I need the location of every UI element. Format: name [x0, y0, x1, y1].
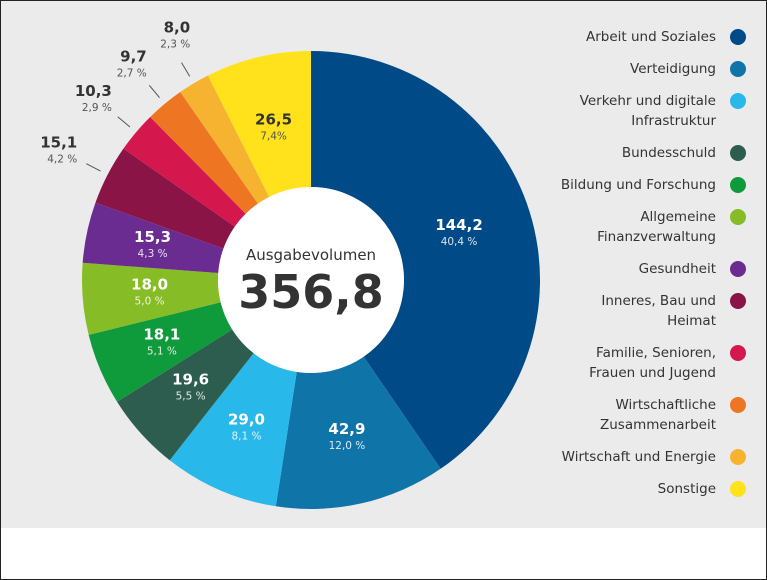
- percent-label: 7,4%: [260, 130, 287, 142]
- percent-label: 2,3 %: [160, 38, 190, 50]
- value-label: 15,3: [134, 228, 171, 246]
- percent-label: 40,4 %: [441, 236, 478, 248]
- value-label: 15,1: [40, 134, 77, 152]
- percent-label: 4,3 %: [138, 248, 168, 260]
- legend-item: Verteidigung: [561, 59, 746, 79]
- legend-item: Arbeit und Soziales: [561, 27, 746, 47]
- legend-item: Inneres, Bau und Heimat: [561, 291, 746, 331]
- legend-swatch: [730, 29, 746, 45]
- legend-item: Allgemeine Finanzverwaltung: [561, 207, 746, 247]
- legend-item: Bildung und Forschung: [561, 175, 746, 195]
- percent-label: 5,5 %: [176, 390, 206, 402]
- slice: [95, 148, 235, 249]
- leader-line: [86, 163, 101, 172]
- legend-label: Wirtschaft und Energie: [561, 449, 716, 465]
- slice: [275, 356, 441, 509]
- value-label: 9,7: [120, 47, 147, 65]
- legend-item: Gesundheit: [561, 259, 746, 279]
- leader-line: [181, 62, 191, 77]
- slice: [123, 116, 246, 227]
- value-label: 144,2: [435, 216, 482, 234]
- value-label: 8,0: [164, 18, 191, 36]
- legend-swatch: [730, 93, 746, 109]
- percent-label: 2,9 %: [82, 102, 112, 114]
- legend-item: Familie, Senioren, Frauen und Jugend: [561, 343, 746, 383]
- legend-label: Wirtschaftliche Zusammenarbeit: [599, 397, 716, 433]
- legend-label: Familie, Senioren, Frauen und Jugend: [589, 345, 716, 381]
- legend: Arbeit und Soziales Verteidigung Verkehr u…: [561, 27, 746, 499]
- legend-label: Arbeit und Soziales: [586, 29, 716, 45]
- legend-swatch: [730, 481, 746, 497]
- percent-label: 4,2 %: [47, 154, 77, 166]
- percent-label: 8,1 %: [231, 431, 261, 443]
- percent-label: 5,1 %: [147, 345, 177, 357]
- legend-swatch: [730, 397, 746, 413]
- value-label: 18,0: [131, 275, 168, 293]
- leader-line: [117, 116, 131, 128]
- value-label: 29,0: [228, 411, 265, 429]
- legend-swatch: [730, 209, 746, 225]
- slice: [117, 329, 254, 461]
- legend-item: Bundesschuld: [561, 143, 746, 163]
- slice: [169, 353, 297, 507]
- total-label: 356,8: [238, 265, 384, 319]
- legend-swatch: [730, 61, 746, 77]
- legend-item: Sonstige: [561, 479, 746, 499]
- legend-label: Bundesschuld: [621, 145, 716, 161]
- slice: [180, 75, 270, 204]
- center-label: Ausgabevolumen: [246, 246, 376, 264]
- legend-label: Bildung und Forschung: [560, 177, 716, 193]
- center-hole: [218, 187, 404, 373]
- percent-label: 12,0 %: [329, 440, 366, 452]
- legend-label: Gesundheit: [638, 261, 716, 277]
- slice: [150, 92, 258, 214]
- legend-swatch: [730, 345, 746, 361]
- slice: [207, 51, 311, 197]
- legend-label: Verteidigung: [630, 61, 716, 77]
- legend-swatch: [730, 449, 746, 465]
- slice: [82, 202, 224, 274]
- legend-swatch: [730, 145, 746, 161]
- percent-label: 5,0 %: [135, 295, 165, 307]
- leader-line: [148, 85, 160, 99]
- slice: [82, 262, 221, 335]
- legend-label: Sonstige: [657, 481, 716, 497]
- slice: [88, 302, 233, 402]
- legend-item: Wirtschaft und Energie: [561, 447, 746, 467]
- slice: [311, 51, 540, 469]
- legend-swatch: [730, 261, 746, 277]
- value-label: 19,6: [172, 370, 209, 388]
- legend-label: Allgemeine Finanzverwaltung: [597, 209, 716, 245]
- legend-item: Verkehr und digitale Infrastruktur: [561, 91, 746, 131]
- percent-label: 2,7 %: [117, 67, 147, 79]
- value-label: 18,1: [143, 325, 180, 343]
- value-label: 10,3: [75, 82, 112, 100]
- value-label: 26,5: [255, 110, 292, 128]
- legend-label: Inneres, Bau und Heimat: [601, 293, 716, 329]
- legend-swatch: [730, 177, 746, 193]
- legend-label: Verkehr und digitale Infrastruktur: [579, 93, 716, 129]
- legend-item: Wirtschaftliche Zusammenarbeit: [561, 395, 746, 435]
- value-label: 42,9: [328, 420, 365, 438]
- legend-swatch: [730, 293, 746, 309]
